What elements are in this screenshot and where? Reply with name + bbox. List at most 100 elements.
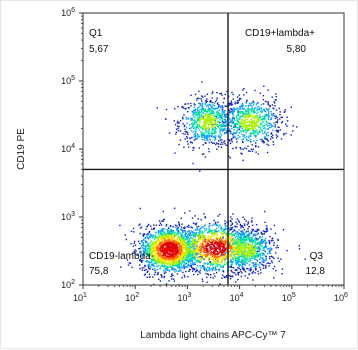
data-point <box>209 142 210 143</box>
data-point <box>163 219 164 220</box>
data-point <box>223 237 224 238</box>
data-point <box>234 120 235 121</box>
data-point <box>240 117 241 118</box>
data-point <box>242 258 243 259</box>
data-point <box>151 228 152 229</box>
data-point <box>262 116 263 117</box>
data-point <box>238 121 239 122</box>
data-point <box>270 119 271 120</box>
data-point <box>203 250 204 251</box>
data-point <box>245 123 246 124</box>
data-point <box>250 139 251 140</box>
data-point <box>194 232 195 233</box>
data-point <box>205 116 206 117</box>
data-point <box>184 259 185 260</box>
data-point <box>210 277 211 278</box>
data-point <box>131 231 132 232</box>
data-point <box>200 98 201 99</box>
data-point <box>218 136 219 137</box>
data-point <box>159 220 160 221</box>
data-point <box>208 125 209 126</box>
data-point <box>197 107 198 108</box>
data-point <box>237 138 238 139</box>
data-point <box>246 100 247 101</box>
data-point <box>251 240 252 241</box>
data-point <box>225 225 226 226</box>
data-point <box>147 277 148 278</box>
data-point <box>246 232 247 233</box>
data-point <box>237 234 238 235</box>
data-point <box>222 275 223 276</box>
data-point <box>158 244 159 245</box>
data-point <box>170 260 171 261</box>
data-point <box>255 136 256 137</box>
data-point <box>158 257 159 258</box>
data-point <box>154 237 155 238</box>
data-point <box>210 265 211 266</box>
data-point <box>261 109 262 110</box>
data-point <box>219 256 220 257</box>
data-point <box>250 128 251 129</box>
data-point <box>250 109 251 110</box>
data-point <box>200 265 201 266</box>
data-point <box>260 242 261 243</box>
data-point <box>186 127 187 128</box>
data-point <box>242 239 243 240</box>
data-point <box>161 259 162 260</box>
data-point <box>214 131 215 132</box>
data-point <box>252 243 253 244</box>
data-point <box>184 240 185 241</box>
data-point <box>218 146 219 147</box>
data-point <box>185 138 186 139</box>
data-point <box>148 265 149 266</box>
data-point <box>179 246 180 247</box>
data-point <box>170 229 171 230</box>
data-point <box>178 251 179 252</box>
data-point <box>245 105 246 106</box>
data-point <box>163 245 164 246</box>
data-point <box>175 264 176 265</box>
data-point <box>261 107 262 108</box>
data-point <box>158 233 159 234</box>
data-point <box>256 239 257 240</box>
data-point <box>196 257 197 258</box>
data-point <box>234 246 235 247</box>
data-point <box>277 257 278 258</box>
data-point <box>237 218 238 219</box>
data-point <box>232 251 233 252</box>
data-point <box>233 111 234 112</box>
data-point <box>188 240 189 241</box>
data-point <box>230 275 231 276</box>
data-point <box>208 226 209 227</box>
data-point <box>251 119 252 120</box>
data-point <box>226 235 227 236</box>
data-point <box>222 235 223 236</box>
data-point <box>210 257 211 258</box>
data-point <box>191 259 192 260</box>
data-point <box>141 267 142 268</box>
data-point <box>262 257 263 258</box>
data-point <box>242 217 243 218</box>
data-point <box>174 208 175 209</box>
data-point <box>283 229 284 230</box>
data-point <box>240 111 241 112</box>
data-point <box>235 233 236 234</box>
data-point <box>193 223 194 224</box>
data-point <box>186 136 187 137</box>
data-point <box>196 99 197 100</box>
data-point <box>226 275 227 276</box>
data-point <box>253 112 254 113</box>
data-point <box>196 251 197 252</box>
data-point <box>231 101 232 102</box>
data-point <box>139 243 140 244</box>
data-point <box>276 247 277 248</box>
data-point <box>268 102 269 103</box>
data-point <box>219 110 220 111</box>
data-point <box>207 232 208 233</box>
data-point <box>217 108 218 109</box>
data-point <box>268 113 269 114</box>
data-point <box>230 143 231 144</box>
data-point <box>231 267 232 268</box>
data-point <box>166 266 167 267</box>
data-point <box>138 241 139 242</box>
